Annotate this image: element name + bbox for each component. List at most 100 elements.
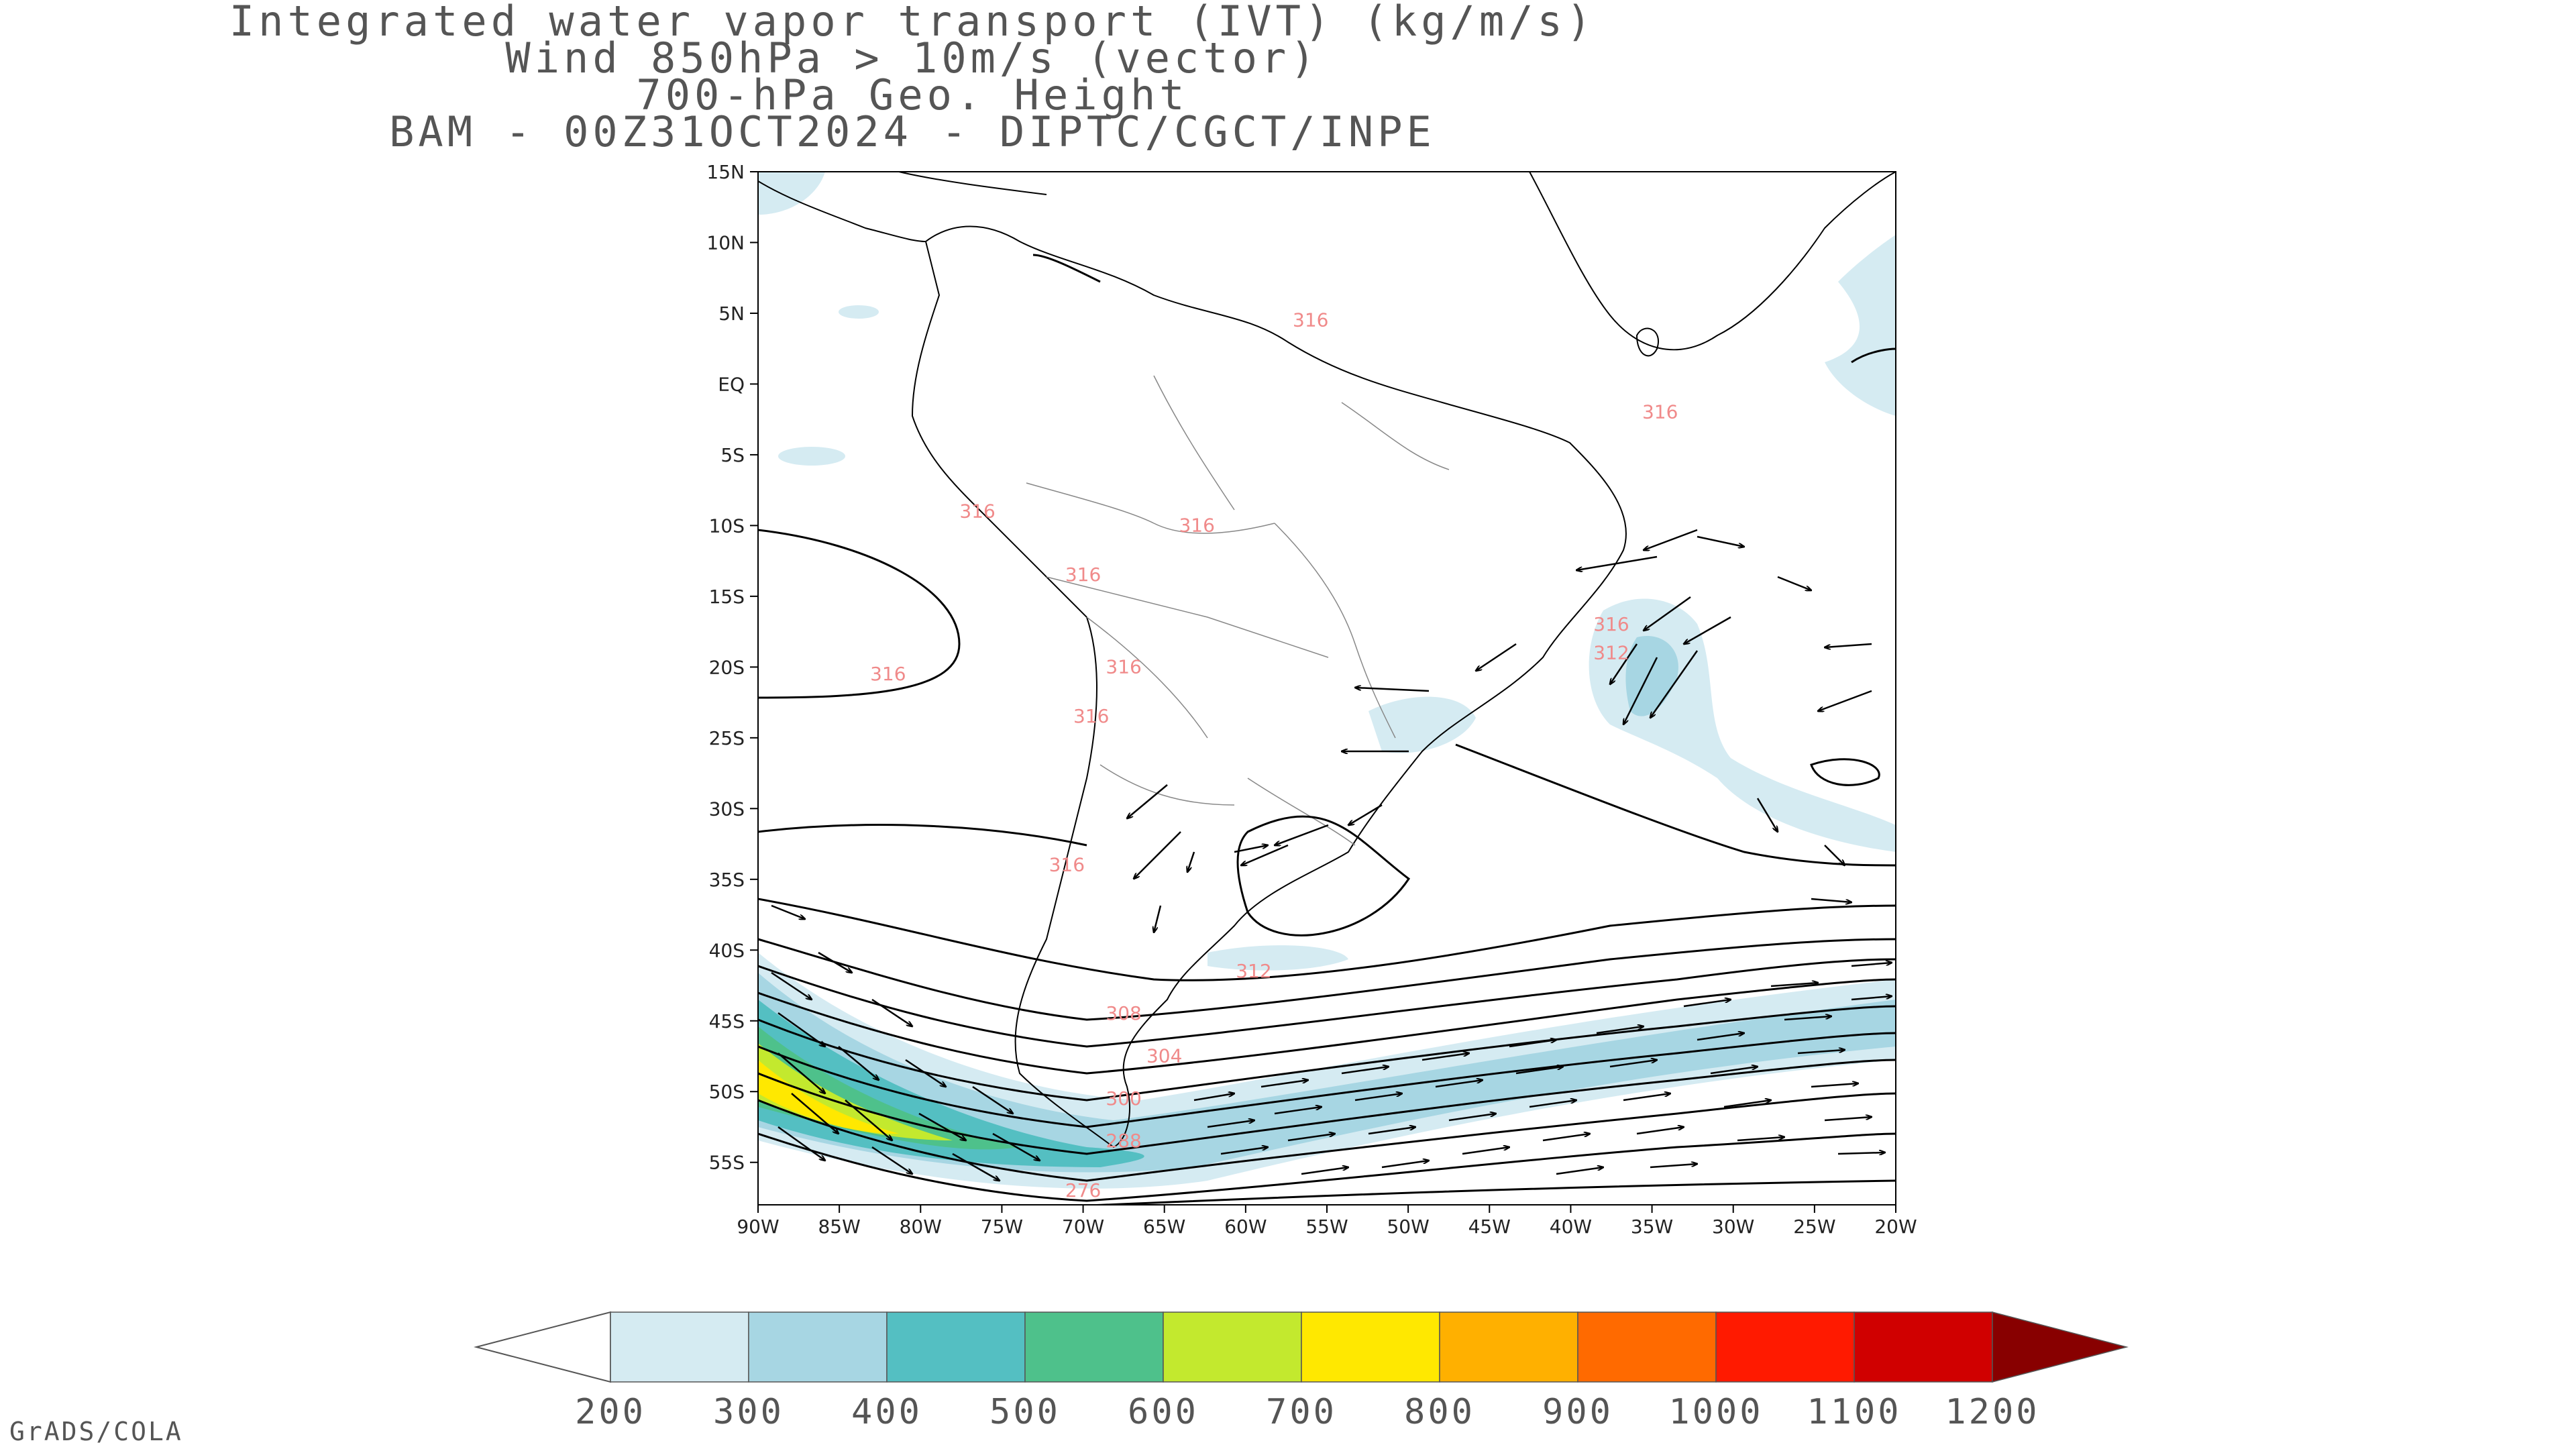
colorbar-label: 1100 [1807,1392,1901,1432]
wind-vector [1435,1080,1483,1088]
wind-vector [1193,1093,1234,1102]
wind-vector [1515,1067,1563,1075]
lat-tick-label: 30S [709,798,745,820]
colorbar-swatch [748,1311,888,1383]
ivt-patch-pacific-2 [778,447,845,466]
wind-vector [1636,1127,1684,1135]
wind-vector [1650,1164,1697,1169]
wind-vector [1684,616,1731,644]
coastlines [758,172,1896,1148]
wind-vector [771,904,805,919]
wind-vector [1777,576,1811,590]
wind-vector [1797,1050,1845,1055]
colorbar-swatch [1715,1311,1855,1383]
wind-vector [1448,1114,1496,1122]
wind-vector [1697,535,1744,547]
lon-tick-label: 85W [818,1216,860,1238]
wind-vector [1241,844,1289,865]
wind-vector [1697,1033,1744,1041]
wind-vector [1824,845,1845,865]
ivt-band-700 [758,1060,899,1134]
contour-label: 316 [870,663,906,685]
ivt-patch-sw [758,172,825,215]
contour-label: 316 [1179,514,1214,536]
map-plot-area: 3163163163163163163163163163123163123083… [758,172,1896,1205]
wind-vector [1644,596,1691,631]
wind-vector [1509,1040,1556,1048]
lon-tick-label: 90W [737,1216,779,1238]
title-line-4: BAM - 00Z31OCT2024 - DIPTC/CGCT/INPE [389,107,1436,156]
colorbar-swatch [1024,1311,1164,1383]
lon-tick-label: 60W [1224,1216,1267,1238]
colorbar-swatch [1163,1311,1302,1383]
colorbar-swatch [886,1311,1026,1383]
ivt-patch-brazil [1368,696,1476,753]
lon-tick-label: 55W [1305,1216,1348,1238]
wind-vector [972,1085,1013,1114]
wind-vector [1260,1080,1308,1088]
lat-tick-label: 55S [709,1152,745,1174]
colorbar-label: 1000 [1668,1392,1763,1432]
wind-vector [1784,1016,1831,1021]
lat-tick-label: 15S [709,586,745,608]
wind-vector [1287,1134,1335,1142]
colorbar-label: 700 [1266,1392,1337,1432]
wind-vector [777,1126,825,1161]
contour-label: 288 [1106,1130,1141,1152]
wind-vector [1301,1167,1348,1175]
colorbar-label: 900 [1542,1392,1613,1432]
wind-vector [1187,851,1195,872]
contour-label: 312 [1236,960,1271,982]
lat-tick-label: 40S [709,939,745,961]
contour-label: 316 [959,500,995,522]
lon-tick-label: 40W [1550,1216,1592,1238]
lon-tick-label: 80W [900,1216,942,1238]
wind-vector [1737,1137,1784,1142]
lon-tick-label: 70W [1062,1216,1104,1238]
borders [1026,375,1450,846]
wind-vector [1368,1127,1415,1135]
wind-vector [818,951,852,973]
wind-vector [1355,688,1430,692]
wind-vector [871,1146,912,1174]
wind-vector [1381,1161,1429,1169]
south-america-coast [911,225,1627,1148]
wind-vector [1623,657,1658,724]
lat-tick-label: 15N [706,161,745,183]
title-line-2: Wind 850hPa > 10m/s (vector) [505,34,1320,83]
wind-vector [918,1112,966,1140]
lat-tick-label: 50S [709,1081,745,1103]
ivt-patch-patagonia [1208,945,1348,971]
wind-vector [1644,529,1698,550]
lon-tick-label: 50W [1387,1216,1429,1238]
wind-vector [1650,650,1699,718]
wind-vector [1818,690,1872,711]
wind-vector [1462,1147,1509,1155]
wind-vector [1542,1134,1590,1142]
colorbar-upper-triangle [1992,1311,2129,1383]
wind-vector [1683,1000,1731,1008]
africa-coast [1529,172,1896,351]
lat-tick-label: 5S [720,444,745,466]
colorbar-swatch [1854,1311,1993,1383]
wind-vector [1623,1093,1670,1102]
lon-tick-label: 45W [1468,1216,1511,1238]
wind-vector [1220,1147,1268,1155]
wind-vector [992,1132,1040,1161]
colorbar-swatch [1577,1311,1717,1383]
grads-credit: GrADS/COLA [9,1417,183,1446]
wind-vector [1770,983,1818,987]
contour-label: 276 [1065,1179,1101,1201]
colorbar-label: 500 [989,1392,1061,1432]
contour-label: 300 [1106,1087,1141,1110]
lon-tick-label: 20W [1874,1216,1917,1238]
contour-label: 304 [1146,1044,1182,1067]
colorbar-label: 600 [1128,1392,1199,1432]
title-line-3: 700-hPa Geo. Height [636,70,1189,119]
lon-tick-label: 35W [1631,1216,1673,1238]
wind-vector [1234,845,1268,853]
wind-vector [952,1152,1000,1181]
wind-vector [871,998,912,1026]
colorbar-swatch [610,1311,749,1383]
